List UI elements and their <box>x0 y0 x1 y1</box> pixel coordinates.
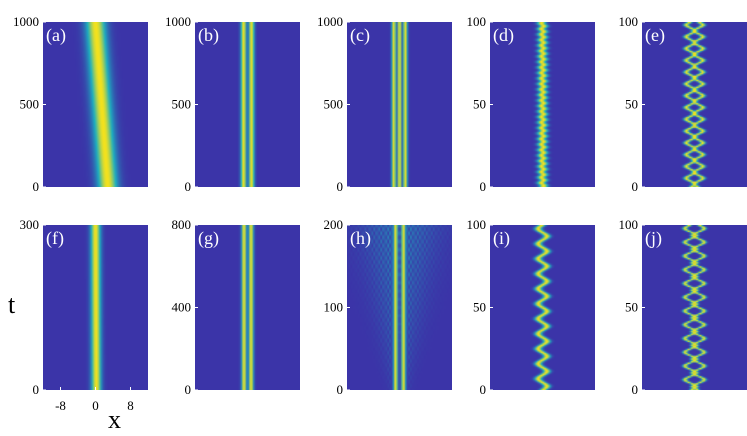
x-tick-label: 0 <box>92 398 99 413</box>
y-tick-label: 1000 <box>13 14 39 29</box>
y-tick-label: 100 <box>467 14 487 29</box>
panel-label: (a) <box>46 25 66 46</box>
y-tick-label: 500 <box>172 97 192 112</box>
panel-label: (i) <box>493 228 510 249</box>
y-tick-label: 800 <box>172 217 192 232</box>
heatmap-image <box>347 225 452 390</box>
panel-label: (g) <box>198 228 219 249</box>
y-tick-label: 0 <box>480 382 487 397</box>
panel-label: (b) <box>198 25 219 46</box>
y-tick-label: 300 <box>20 217 40 232</box>
y-tick-label: 50 <box>473 300 486 315</box>
panel-label: (d) <box>493 25 514 46</box>
heatmap-panel: (j) 0 50 100 <box>619 217 747 397</box>
y-tick-label: 0 <box>632 179 639 194</box>
y-tick-label: 0 <box>185 179 192 194</box>
heatmap-image <box>642 22 747 187</box>
panels: (a)05001000(b)05001000(c)05001000(d)0501… <box>13 14 747 413</box>
y-tick-label: 100 <box>619 217 639 232</box>
y-tick-label: 0 <box>337 179 344 194</box>
y-tick-label: 400 <box>172 300 192 315</box>
y-tick-label: 100 <box>619 14 639 29</box>
y-tick-label: 0 <box>480 179 487 194</box>
x-tick-label: -8 <box>55 398 66 413</box>
y-tick-label: 50 <box>625 97 638 112</box>
heatmap-image <box>43 22 148 187</box>
t-axis-label: t <box>8 290 16 319</box>
y-tick-label: 0 <box>337 382 344 397</box>
heatmap-image <box>490 22 595 187</box>
y-tick-label: 0 <box>185 382 192 397</box>
y-tick-label: 200 <box>324 217 344 232</box>
panel-label: (c) <box>350 25 370 46</box>
heatmap-image <box>195 225 300 390</box>
panel-label: (f) <box>46 228 64 249</box>
y-tick-label: 500 <box>20 97 40 112</box>
heatmap-image <box>195 22 300 187</box>
panel-label: (e) <box>645 25 665 46</box>
y-tick-label: 100 <box>324 300 344 315</box>
heatmap-panel: (b) 0 500 1000 <box>165 14 300 194</box>
heatmap-panel: (c) 0 500 1000 <box>317 14 452 194</box>
heatmap-image <box>642 225 747 390</box>
panel-label: (h) <box>350 228 371 249</box>
y-tick-label: 50 <box>473 97 486 112</box>
panel-label: (j) <box>645 228 662 249</box>
y-tick-label: 0 <box>33 179 40 194</box>
heatmap-panel: (h) 0 100 200 <box>324 217 452 397</box>
x-tick-label: 8 <box>127 398 134 413</box>
y-tick-label: 50 <box>625 300 638 315</box>
x-axis-label: x <box>108 405 121 434</box>
y-tick-label: 1000 <box>317 14 343 29</box>
y-tick-label: 1000 <box>165 14 191 29</box>
heatmap-image <box>43 225 148 390</box>
heatmap-image <box>347 22 452 187</box>
heatmap-panel: (a) 0 500 1000 <box>13 14 148 194</box>
heatmap-panel: (f) 0 300 -8 0 8 <box>20 217 148 413</box>
y-tick-label: 0 <box>632 382 639 397</box>
y-tick-label: 500 <box>324 97 344 112</box>
heatmap-panel: (g) 0 400 800 <box>172 217 300 397</box>
y-tick-label: 0 <box>33 382 40 397</box>
heatmap-panel: (i) 0 50 100 <box>467 217 595 397</box>
heatmap-image <box>490 225 595 390</box>
heatmap-panel: (d) 0 50 100 <box>467 14 595 194</box>
y-tick-label: 100 <box>467 217 487 232</box>
heatmap-panel: (e) 0 50 100 <box>619 14 747 194</box>
